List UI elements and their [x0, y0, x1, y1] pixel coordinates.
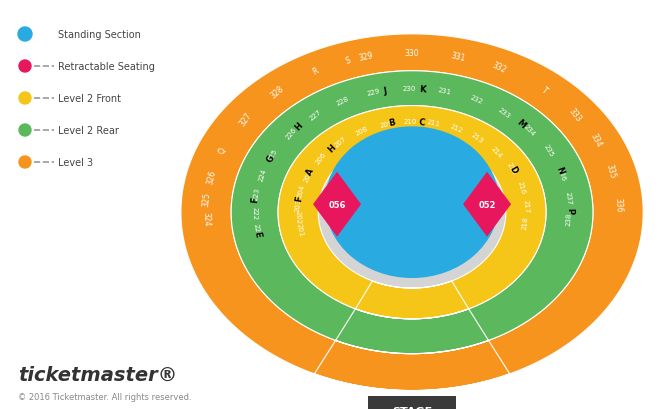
Text: 228: 228 [336, 96, 350, 107]
Text: D: D [507, 165, 518, 175]
Text: J: J [383, 86, 387, 96]
Text: 204: 204 [297, 184, 306, 198]
Text: S: S [345, 56, 352, 66]
Circle shape [19, 93, 31, 105]
Polygon shape [278, 106, 546, 319]
Text: 324: 324 [202, 211, 211, 226]
Text: F: F [251, 196, 260, 203]
Text: 225: 225 [267, 147, 279, 162]
Text: 218: 218 [522, 215, 529, 229]
Text: 229: 229 [366, 88, 381, 97]
Text: 212: 212 [450, 124, 464, 134]
Text: 215: 215 [506, 161, 517, 176]
Text: Q: Q [217, 146, 228, 155]
Text: 056: 056 [328, 200, 346, 209]
Text: 233: 233 [497, 106, 512, 119]
Text: G: G [265, 153, 276, 164]
Text: 235: 235 [543, 144, 554, 158]
Text: 330: 330 [405, 49, 419, 58]
Text: 052: 052 [478, 200, 496, 209]
Text: STAGE: STAGE [392, 406, 432, 409]
Text: 334: 334 [588, 132, 603, 149]
Text: 234: 234 [523, 123, 536, 137]
Text: 217: 217 [522, 200, 529, 213]
Text: R: R [311, 67, 320, 77]
Text: © 2016 Ticketmaster. All rights reserved.: © 2016 Ticketmaster. All rights reserved… [18, 393, 192, 402]
Text: 331: 331 [450, 51, 466, 63]
Text: B: B [389, 118, 396, 128]
Text: 231: 231 [438, 88, 452, 96]
Polygon shape [231, 72, 593, 354]
Bar [368, 396, 456, 409]
Text: Standing Section: Standing Section [58, 30, 141, 40]
Text: 333: 333 [566, 106, 582, 123]
Text: 213: 213 [470, 132, 484, 144]
Polygon shape [463, 172, 511, 237]
Text: P: P [565, 207, 574, 213]
Ellipse shape [325, 127, 499, 279]
Text: 202: 202 [295, 211, 302, 224]
Text: 227: 227 [308, 109, 322, 121]
Circle shape [19, 61, 31, 73]
Text: 224: 224 [257, 167, 267, 182]
Text: ticketmaster®: ticketmaster® [18, 364, 178, 384]
Text: 230: 230 [403, 86, 416, 92]
Circle shape [18, 28, 32, 42]
Text: 208: 208 [355, 125, 369, 137]
Text: H: H [293, 121, 304, 133]
Text: 216: 216 [517, 180, 526, 195]
Text: 226: 226 [285, 126, 298, 140]
Text: 221: 221 [252, 223, 260, 237]
Text: Level 2 Front: Level 2 Front [58, 94, 121, 104]
Text: 222: 222 [252, 206, 257, 219]
Text: 232: 232 [469, 94, 483, 105]
Text: 326: 326 [205, 169, 217, 185]
Text: 335: 335 [605, 163, 617, 180]
Circle shape [19, 125, 31, 137]
Text: 206: 206 [315, 151, 328, 165]
Text: C: C [419, 117, 425, 127]
Text: 207: 207 [333, 135, 348, 148]
Text: T: T [540, 85, 549, 95]
Text: Retractable Seating: Retractable Seating [58, 62, 155, 72]
Text: 325: 325 [202, 191, 212, 207]
Text: 328: 328 [269, 84, 285, 100]
Text: 236: 236 [557, 167, 567, 182]
Circle shape [19, 157, 31, 169]
Text: F: F [295, 195, 304, 202]
Text: 203: 203 [295, 198, 302, 211]
Text: 210: 210 [403, 119, 417, 125]
Text: 329: 329 [358, 51, 374, 63]
Text: Level 2 Rear: Level 2 Rear [58, 126, 119, 136]
Text: Level 3: Level 3 [58, 157, 93, 168]
Polygon shape [313, 172, 361, 237]
Text: 201: 201 [296, 223, 304, 237]
Text: N: N [555, 166, 565, 175]
Text: 214: 214 [490, 145, 503, 159]
Text: 211: 211 [427, 119, 441, 128]
Text: 237: 237 [565, 191, 572, 204]
Text: 332: 332 [490, 61, 508, 75]
Text: H: H [326, 143, 337, 154]
Text: 327: 327 [237, 110, 253, 128]
Ellipse shape [181, 35, 643, 391]
Text: A: A [305, 166, 316, 176]
Text: 205: 205 [303, 169, 314, 183]
Text: 223: 223 [253, 187, 261, 200]
Text: M: M [515, 118, 527, 130]
Text: E: E [252, 231, 262, 238]
Polygon shape [181, 35, 643, 391]
Text: 336: 336 [613, 197, 622, 212]
Text: K: K [419, 85, 427, 94]
Text: 238: 238 [566, 212, 573, 226]
Text: 209: 209 [379, 119, 393, 128]
